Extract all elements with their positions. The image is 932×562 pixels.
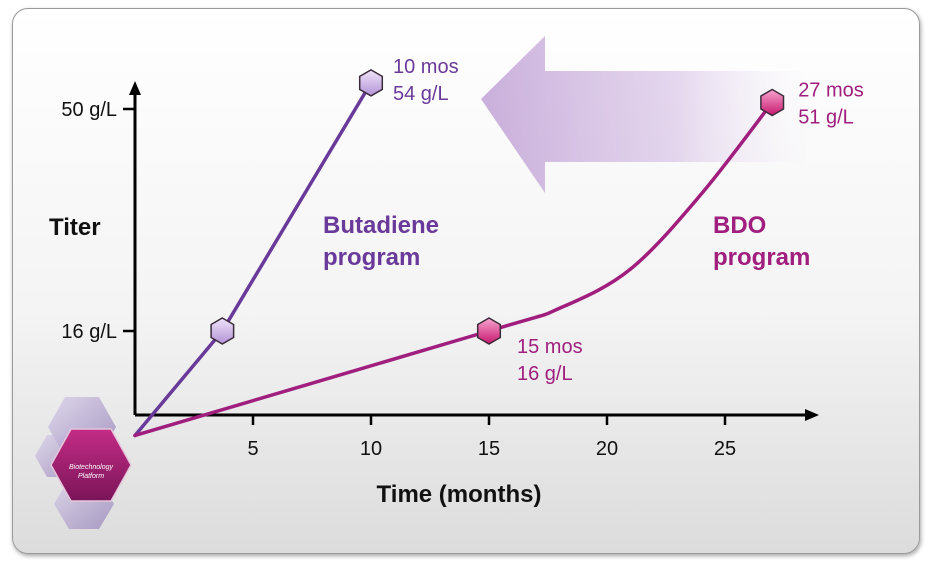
y-axis-title: Titer xyxy=(49,214,101,241)
butadiene-marker xyxy=(210,317,235,345)
bdo-annotation: 15 mos xyxy=(517,336,583,358)
bdo-annotation: 16 g/L xyxy=(517,363,573,385)
plot-area: 16 g/L 50 g/L 5 10 15 20 25 Butadiene program 10 … xyxy=(61,56,863,460)
bdo-annotation: 27 mos xyxy=(798,79,864,101)
biotechnology-platform-logo: Biotechnology Platform xyxy=(35,397,132,529)
butadiene-program-label: Butadiene xyxy=(323,212,439,239)
bdo-program-label: BDO xyxy=(713,212,766,239)
butadiene-annotation: 54 g/L xyxy=(393,83,449,105)
chart-panel: Biotechnology Platform 16 g/L 50 g/L 5 10 15… xyxy=(12,8,920,554)
butadiene-marker xyxy=(358,69,384,97)
x-tick-label: 20 xyxy=(596,438,618,460)
bdo-marker xyxy=(760,88,785,117)
logo-text-line-1: Biotechnology xyxy=(69,464,113,471)
butadiene-annotation: 10 mos xyxy=(393,56,459,78)
y-tick-label: 50 g/L xyxy=(61,99,117,121)
x-tick-label: 25 xyxy=(714,438,736,460)
y-tick-label: 16 g/L xyxy=(61,321,117,343)
x-axis-title: Time (months) xyxy=(377,481,542,508)
bdo-annotation: 51 g/L xyxy=(798,106,854,128)
x-tick-label: 5 xyxy=(247,438,258,460)
speed-arrow xyxy=(481,36,805,193)
bdo-line xyxy=(133,100,774,438)
bdo-marker xyxy=(476,317,502,345)
x-axis-arrowhead xyxy=(805,409,819,421)
y-axis-arrowhead xyxy=(129,81,141,95)
x-tick-label: 15 xyxy=(478,438,500,460)
chart: Biotechnology Platform 16 g/L 50 g/L 5 10 15… xyxy=(35,36,864,529)
butadiene-program-label: program xyxy=(323,244,420,271)
x-tick-label: 10 xyxy=(360,438,382,460)
logo-text-line-2: Platform xyxy=(78,473,104,480)
bdo-program-label: program xyxy=(713,244,810,271)
